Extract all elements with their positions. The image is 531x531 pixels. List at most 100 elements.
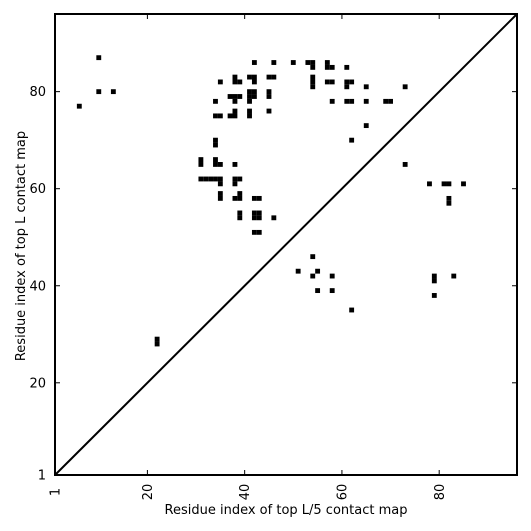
contact-point	[427, 181, 432, 187]
contact-point	[256, 210, 262, 216]
contact-point	[271, 60, 277, 65]
contact-point	[217, 176, 223, 182]
contact-point	[446, 181, 452, 187]
contact-point	[213, 162, 218, 167]
contact-point	[266, 94, 272, 99]
contact-point	[110, 89, 116, 95]
contact-point	[329, 273, 335, 279]
contact-point	[344, 98, 350, 104]
contact-point	[266, 89, 272, 95]
contact-point	[349, 137, 355, 143]
contact-point	[266, 74, 272, 80]
contact-point	[329, 288, 335, 294]
contact-point	[344, 64, 350, 70]
contact-point	[310, 60, 316, 65]
contact-point	[290, 60, 296, 65]
contact-point	[251, 79, 257, 85]
contact-point	[247, 98, 252, 104]
contact-points	[76, 55, 466, 347]
x-axis-label: Residue index of top L/5 contact map	[165, 503, 408, 518]
x-axis-ticks: 1 20 40 60 80	[49, 14, 448, 500]
contact-point	[446, 195, 452, 201]
contact-point	[349, 98, 355, 104]
contact-point	[237, 215, 243, 221]
contact-point	[402, 84, 408, 90]
contact-point	[349, 307, 355, 313]
contact-point	[431, 278, 437, 284]
x-tick-label: 40	[238, 484, 253, 501]
plot-area	[54, 13, 518, 476]
contact-point	[383, 98, 389, 104]
contact-point	[227, 113, 233, 119]
contact-point	[446, 200, 452, 206]
contact-point	[329, 98, 335, 104]
contact-point	[237, 176, 243, 182]
contact-point	[247, 74, 252, 80]
contact-point	[310, 273, 316, 279]
contact-point	[324, 79, 330, 85]
y-tick-label: 1	[38, 469, 46, 484]
contact-point	[247, 108, 252, 114]
contact-point	[266, 108, 272, 114]
contact-point	[237, 94, 243, 99]
contact-point	[451, 273, 457, 279]
contact-point	[251, 210, 257, 216]
contact-point	[198, 162, 204, 167]
y-tick-label: 20	[29, 376, 46, 391]
contact-point	[96, 89, 102, 95]
contact-point	[310, 74, 316, 80]
contact-point	[388, 98, 393, 104]
contact-point	[217, 191, 223, 196]
contact-point	[310, 84, 316, 90]
contact-point	[213, 113, 218, 119]
contact-point	[203, 176, 209, 182]
contact-point	[295, 268, 301, 274]
contact-point	[363, 84, 369, 90]
contact-point	[217, 162, 223, 167]
contact-point	[315, 288, 321, 294]
x-tick-label: 60	[335, 484, 350, 501]
contact-point	[251, 229, 257, 235]
contact-point	[232, 176, 238, 182]
contact-point	[329, 79, 335, 85]
contact-point	[198, 176, 204, 182]
contact-point	[217, 195, 223, 201]
contact-point	[232, 108, 238, 114]
contact-point	[208, 176, 214, 182]
contact-point	[247, 94, 252, 99]
contact-point	[251, 60, 257, 65]
contact-point	[329, 64, 335, 70]
contact-point	[232, 195, 238, 201]
contact-point	[310, 79, 316, 85]
contact-point	[232, 94, 238, 99]
contact-point	[237, 195, 243, 201]
contact-point	[96, 55, 102, 61]
contact-point	[256, 229, 262, 235]
contact-point	[232, 79, 238, 85]
contact-point	[213, 176, 218, 182]
contact-point	[251, 215, 257, 221]
y-axis-label: Residue index of top L contact map	[14, 131, 29, 361]
contact-point	[315, 268, 321, 274]
contact-point	[232, 181, 238, 187]
contact-point	[237, 210, 243, 216]
y-axis-ticks: 1 20 40 60 80	[29, 85, 517, 484]
contact-point	[213, 142, 218, 148]
contact-point	[217, 181, 223, 187]
contact-point	[256, 215, 262, 221]
contact-point	[213, 137, 218, 143]
contact-point	[213, 98, 218, 104]
contact-point	[271, 74, 277, 80]
contact-point	[324, 60, 330, 65]
x-tick-label: 1	[49, 488, 64, 496]
contact-point	[431, 293, 437, 298]
contact-point	[344, 79, 350, 85]
contact-point	[154, 336, 160, 342]
y-tick-label: 40	[29, 279, 46, 294]
contact-point	[310, 254, 316, 260]
y-tick-label: 60	[29, 182, 46, 197]
contact-point	[271, 215, 277, 221]
contact-point	[363, 98, 369, 104]
contact-point	[232, 162, 238, 167]
